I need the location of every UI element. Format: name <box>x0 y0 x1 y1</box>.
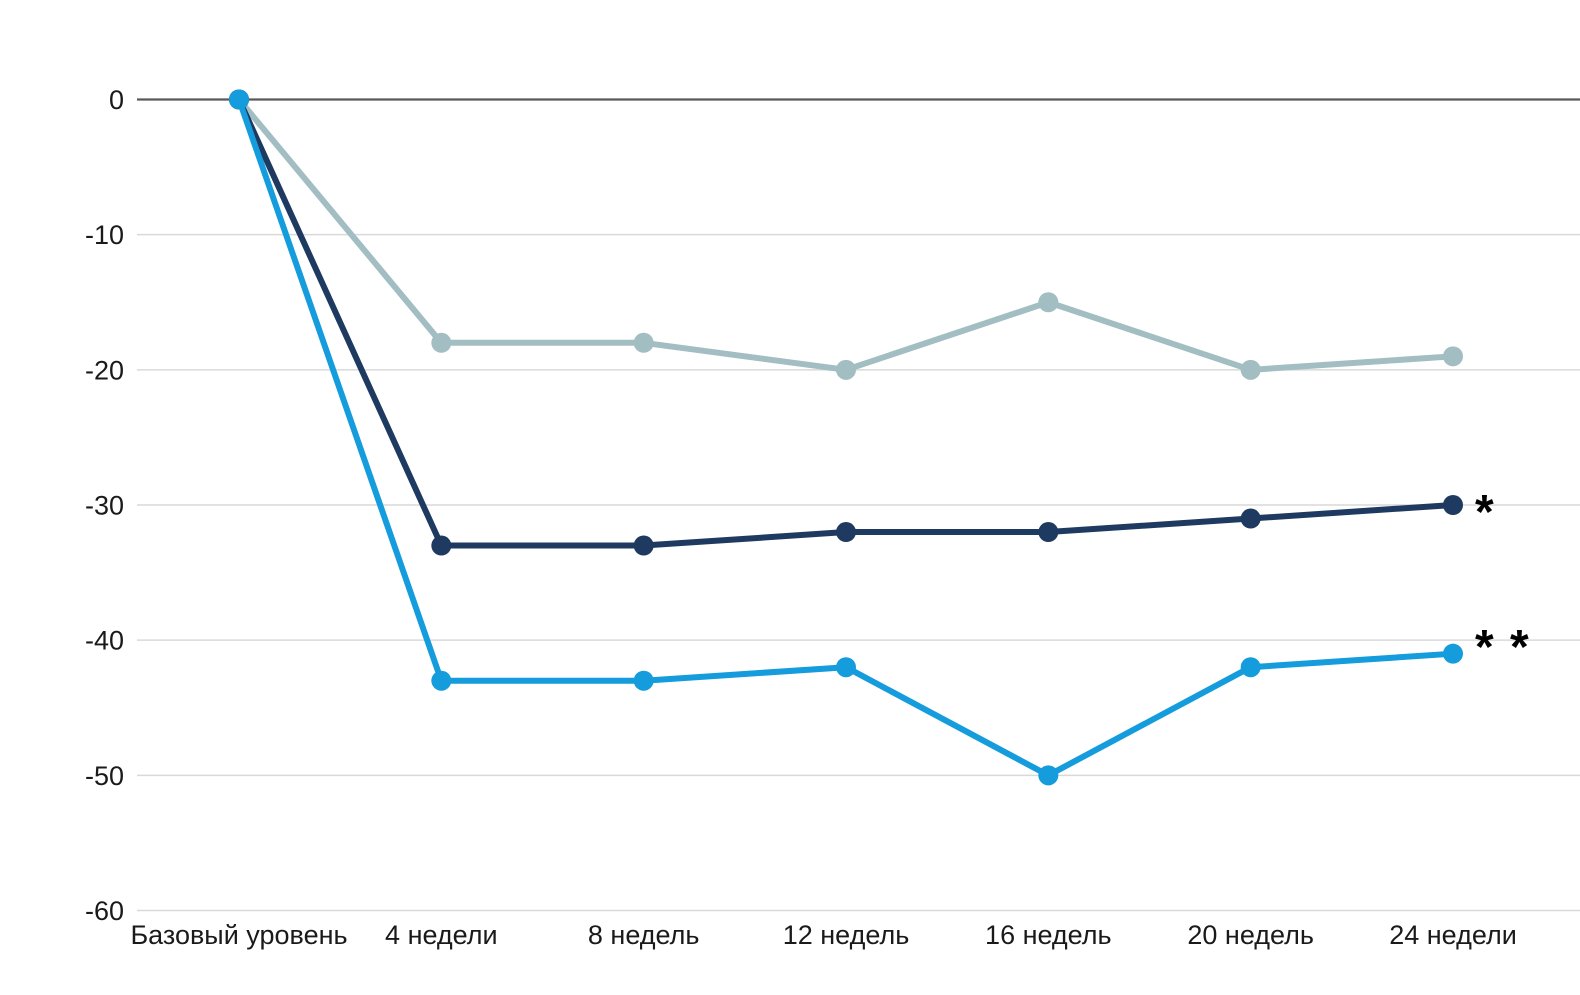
bright-blue-series-data-point <box>1038 765 1059 786</box>
dark-navy-series-data-point <box>1443 495 1463 515</box>
significance-asterisk: * <box>1510 621 1529 674</box>
x-tick-label: 16 недель <box>985 920 1112 950</box>
dark-navy-series-data-point <box>1038 522 1059 543</box>
bright-blue-series-data-point <box>229 89 249 110</box>
light-gray-series-data-point <box>836 359 856 380</box>
significance-asterisk: * <box>1475 486 1494 539</box>
y-tick-label: 0 <box>109 85 124 115</box>
y-tick-label: -60 <box>85 896 124 926</box>
light-gray-series-data-point <box>431 332 452 353</box>
y-tick-label: -30 <box>85 491 124 521</box>
y-tick-label: -40 <box>85 626 124 656</box>
x-tick-label: Базовый уровень <box>130 920 347 950</box>
dark-navy-series-data-point <box>1240 508 1261 529</box>
dark-navy-series-data-point <box>431 535 452 556</box>
bright-blue-series-data-point <box>1443 643 1463 664</box>
bright-blue-series-data-point <box>633 670 654 691</box>
light-gray-series-data-point <box>633 332 654 353</box>
bright-blue-series-data-point <box>836 657 856 678</box>
dark-navy-series-data-point <box>633 535 654 556</box>
significance-asterisk: * <box>1475 621 1494 674</box>
light-gray-series-data-point <box>1038 292 1059 313</box>
dark-navy-series-data-point <box>836 522 856 543</box>
y-tick-label: -10 <box>85 220 124 250</box>
y-tick-label: -50 <box>85 761 124 791</box>
x-tick-label: 24 недели <box>1389 920 1517 950</box>
x-tick-label: 8 недель <box>588 920 700 950</box>
x-tick-label: 12 недель <box>783 920 910 950</box>
y-tick-label: -20 <box>85 355 124 385</box>
x-tick-label: 4 недели <box>385 920 498 950</box>
bright-blue-series-data-point <box>431 670 452 691</box>
x-tick-label: 20 недель <box>1187 920 1314 950</box>
light-gray-series-data-point <box>1240 359 1261 380</box>
bright-blue-series-data-point <box>1240 657 1261 678</box>
light-gray-series-data-point <box>1443 346 1463 367</box>
